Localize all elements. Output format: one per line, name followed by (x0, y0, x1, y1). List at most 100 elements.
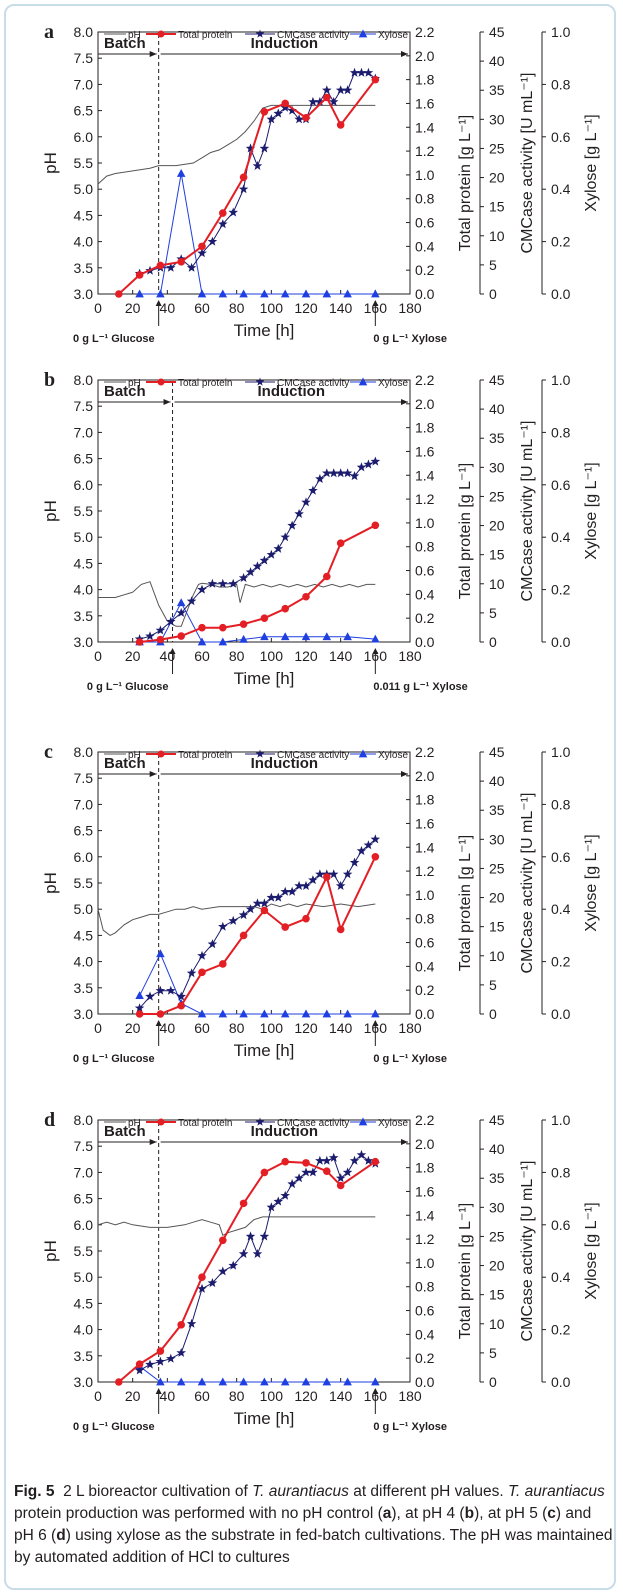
caption-text-4: ), at pH 4 ( (391, 1505, 465, 1522)
cmcase-point (266, 1202, 277, 1212)
caption-text-1: 2 L bioreactor cultivation of (63, 1483, 253, 1500)
cmcase-point (363, 1155, 374, 1165)
protein-tick-label: 1.0 (415, 887, 435, 903)
cmcase-tick-label: 15 (489, 1287, 505, 1303)
legend: pH Total protein CMCase activity Xylose (104, 29, 408, 41)
cmcase-point (370, 456, 381, 466)
cmcase-tick-label: 25 (489, 488, 505, 504)
legend-cmcase-marker (255, 1117, 265, 1126)
cmcase-tick-label: 30 (489, 459, 505, 475)
ph-tick-label: 6.5 (74, 103, 94, 119)
cmcase-point (176, 991, 186, 1001)
legend-cmcase-label: CMCase activity (277, 378, 349, 389)
ph-tick-label: 5.5 (74, 155, 94, 171)
protein-point (281, 923, 290, 931)
batch-arrow-head (149, 771, 157, 777)
protein-tick-label: 1.6 (415, 95, 435, 111)
cmcase-point (349, 857, 360, 867)
cmcase-point (301, 1167, 311, 1177)
legend-xylose-label: Xylose (378, 1118, 408, 1129)
x-tick-label: 20 (125, 1020, 141, 1036)
protein-tick-label: 0.8 (415, 1279, 435, 1295)
cmcase-point (315, 869, 325, 879)
chart-panel-c: c 3.0 3.5 4.0 4.5 5.0 5.5 6.0 6.5 7.0 7.5 8.0 pH 0.0 0… (41, 741, 600, 1065)
ph-tick-label: 4.0 (74, 1322, 94, 1338)
xylose-tick-label: 1.0 (551, 744, 571, 760)
induction-label: Induction (251, 1123, 319, 1140)
induction-arrow-head (401, 399, 408, 405)
cmcase-point (186, 1318, 197, 1328)
x-axis-label: Time [h] (234, 1409, 295, 1428)
cmcase-point (238, 1248, 249, 1258)
cmcase-tick-label: 35 (489, 802, 505, 818)
protein-axis-label: Total protein [g L⁻¹] (457, 835, 474, 972)
x-tick-label: 40 (160, 300, 176, 316)
batch-label: Batch (104, 1123, 146, 1140)
x-tick-label: 40 (160, 1388, 176, 1404)
x-tick-label: 180 (398, 300, 422, 316)
protein-tick-label: 0.4 (415, 238, 435, 254)
legend-cmcase-label: CMCase activity (277, 1118, 349, 1129)
cmcase-series-line (139, 72, 376, 275)
ph-tick-label: 5.0 (74, 181, 94, 197)
x-tick-label: 0 (94, 300, 102, 316)
batch-arrow-head (149, 1139, 157, 1145)
cmcase-point (218, 921, 228, 931)
x-tick-label: 0 (94, 1020, 102, 1036)
protein-point (323, 873, 331, 881)
cmcase-point (342, 85, 353, 95)
xylose-note-arrow-head (372, 1020, 379, 1026)
legend-ph-label: pH (128, 30, 141, 41)
cmcase-point (266, 549, 277, 559)
x-tick-label: 120 (294, 648, 318, 664)
protein-tick-label: 1.8 (415, 1160, 435, 1176)
x-tick-label: 100 (260, 300, 284, 316)
protein-tick-label: 0.8 (415, 539, 435, 555)
ph-tick-label: 6.0 (74, 129, 94, 145)
cmcase-tick-label: 0 (489, 634, 497, 650)
x-axis-label: Time [h] (234, 321, 295, 340)
cmcase-point (301, 497, 311, 507)
ph-tick-label: 4.0 (74, 954, 94, 970)
cmcase-tick-label: 15 (489, 199, 505, 215)
xylose-tick-label: 0.0 (551, 1374, 571, 1390)
legend: pH Total protein CMCase activity Xylose (104, 1117, 408, 1129)
legend-protein-marker (157, 1118, 165, 1126)
xylose-note-arrow-head (372, 648, 379, 654)
protein-point (281, 1157, 290, 1166)
protein-tick-label: 1.0 (415, 515, 435, 531)
cmcase-point (342, 869, 353, 879)
protein-point (135, 1010, 144, 1018)
xylose-point (322, 632, 332, 641)
xylose-point (239, 1009, 248, 1018)
cmcase-tick-label: 40 (489, 401, 505, 417)
ph-tick-label: 4.0 (74, 582, 94, 598)
cmcase-point (197, 584, 207, 594)
cmcase-tick-label: 0 (489, 1006, 497, 1022)
cmcase-point (197, 248, 207, 258)
panel-letter: d (44, 1109, 55, 1131)
x-tick-label: 180 (398, 648, 422, 664)
x-tick-label: 20 (125, 1388, 141, 1404)
cmcase-point (228, 1260, 238, 1270)
protein-axis-label: Total protein [g L⁻¹] (457, 463, 474, 600)
xylose-point (260, 632, 269, 641)
legend-protein-label: Total protein (178, 378, 232, 389)
xylose-point (301, 1377, 311, 1386)
cmcase-point (218, 219, 228, 229)
cmcase-point (287, 105, 297, 115)
protein-point (156, 635, 165, 644)
cmcase-tick-label: 35 (489, 430, 505, 446)
xylose-axis-label: Xylose [g L⁻¹] (583, 834, 600, 931)
cmcase-point (301, 880, 311, 890)
legend-ph-label: pH (128, 1118, 141, 1129)
protein-tick-label: 1.2 (415, 143, 435, 159)
protein-point (302, 1159, 310, 1167)
xylose-tick-label: 0.8 (551, 76, 571, 92)
ph-tick-label: 3.0 (74, 286, 94, 302)
cmcase-point (335, 1173, 346, 1183)
xylose-note-arrow-head (372, 1388, 379, 1394)
xylose-point (218, 1377, 228, 1386)
cmcase-point (335, 85, 346, 95)
x-tick-label: 180 (398, 1020, 422, 1036)
